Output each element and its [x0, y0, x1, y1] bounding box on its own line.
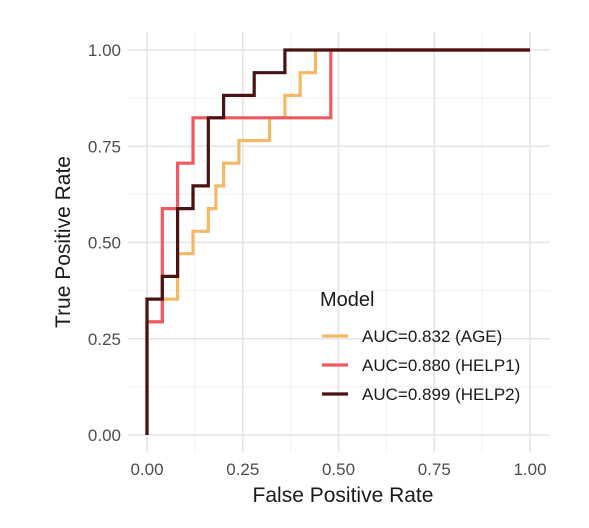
legend-label-3: AUC=0.899 (HELP2): [362, 385, 520, 404]
y-tick-label: 0.75: [88, 137, 121, 156]
legend-label-1: AUC=0.832 (AGE): [362, 327, 502, 346]
legend-label-2: AUC=0.880 (HELP1): [362, 356, 520, 375]
x-axis-title: False Positive Rate: [253, 484, 434, 507]
y-tick-label: 0.50: [88, 234, 121, 253]
x-tick-label: 0.50: [322, 460, 355, 479]
series-line-3: [145, 48, 530, 435]
x-tick-labels: 0.00 0.25 0.50 0.75 1.00: [130, 460, 546, 479]
series-line-1: [145, 48, 530, 435]
y-tick-label: 1.00: [88, 41, 121, 60]
x-tick-label: 0.00: [130, 460, 163, 479]
legend: Model AUC=0.832 (AGE)AUC=0.880 (HELP1)AU…: [320, 289, 520, 404]
series-layer: [145, 48, 530, 435]
x-tick-label: 0.75: [418, 460, 451, 479]
x-tick-label: 0.25: [226, 460, 259, 479]
legend-title: Model: [320, 289, 374, 311]
x-tick-label: 1.00: [513, 460, 546, 479]
y-tick-labels: 0.00 0.25 0.50 0.75 1.00: [88, 41, 121, 445]
legend-items: AUC=0.832 (AGE) AUC=0.880 (HELP1) AUC=0.89…: [322, 327, 520, 404]
y-tick-label: 0.25: [88, 330, 121, 349]
y-tick-label: 0.00: [88, 426, 121, 445]
series-line-2: [145, 48, 530, 435]
y-axis-title: True Positive Rate: [52, 156, 75, 328]
